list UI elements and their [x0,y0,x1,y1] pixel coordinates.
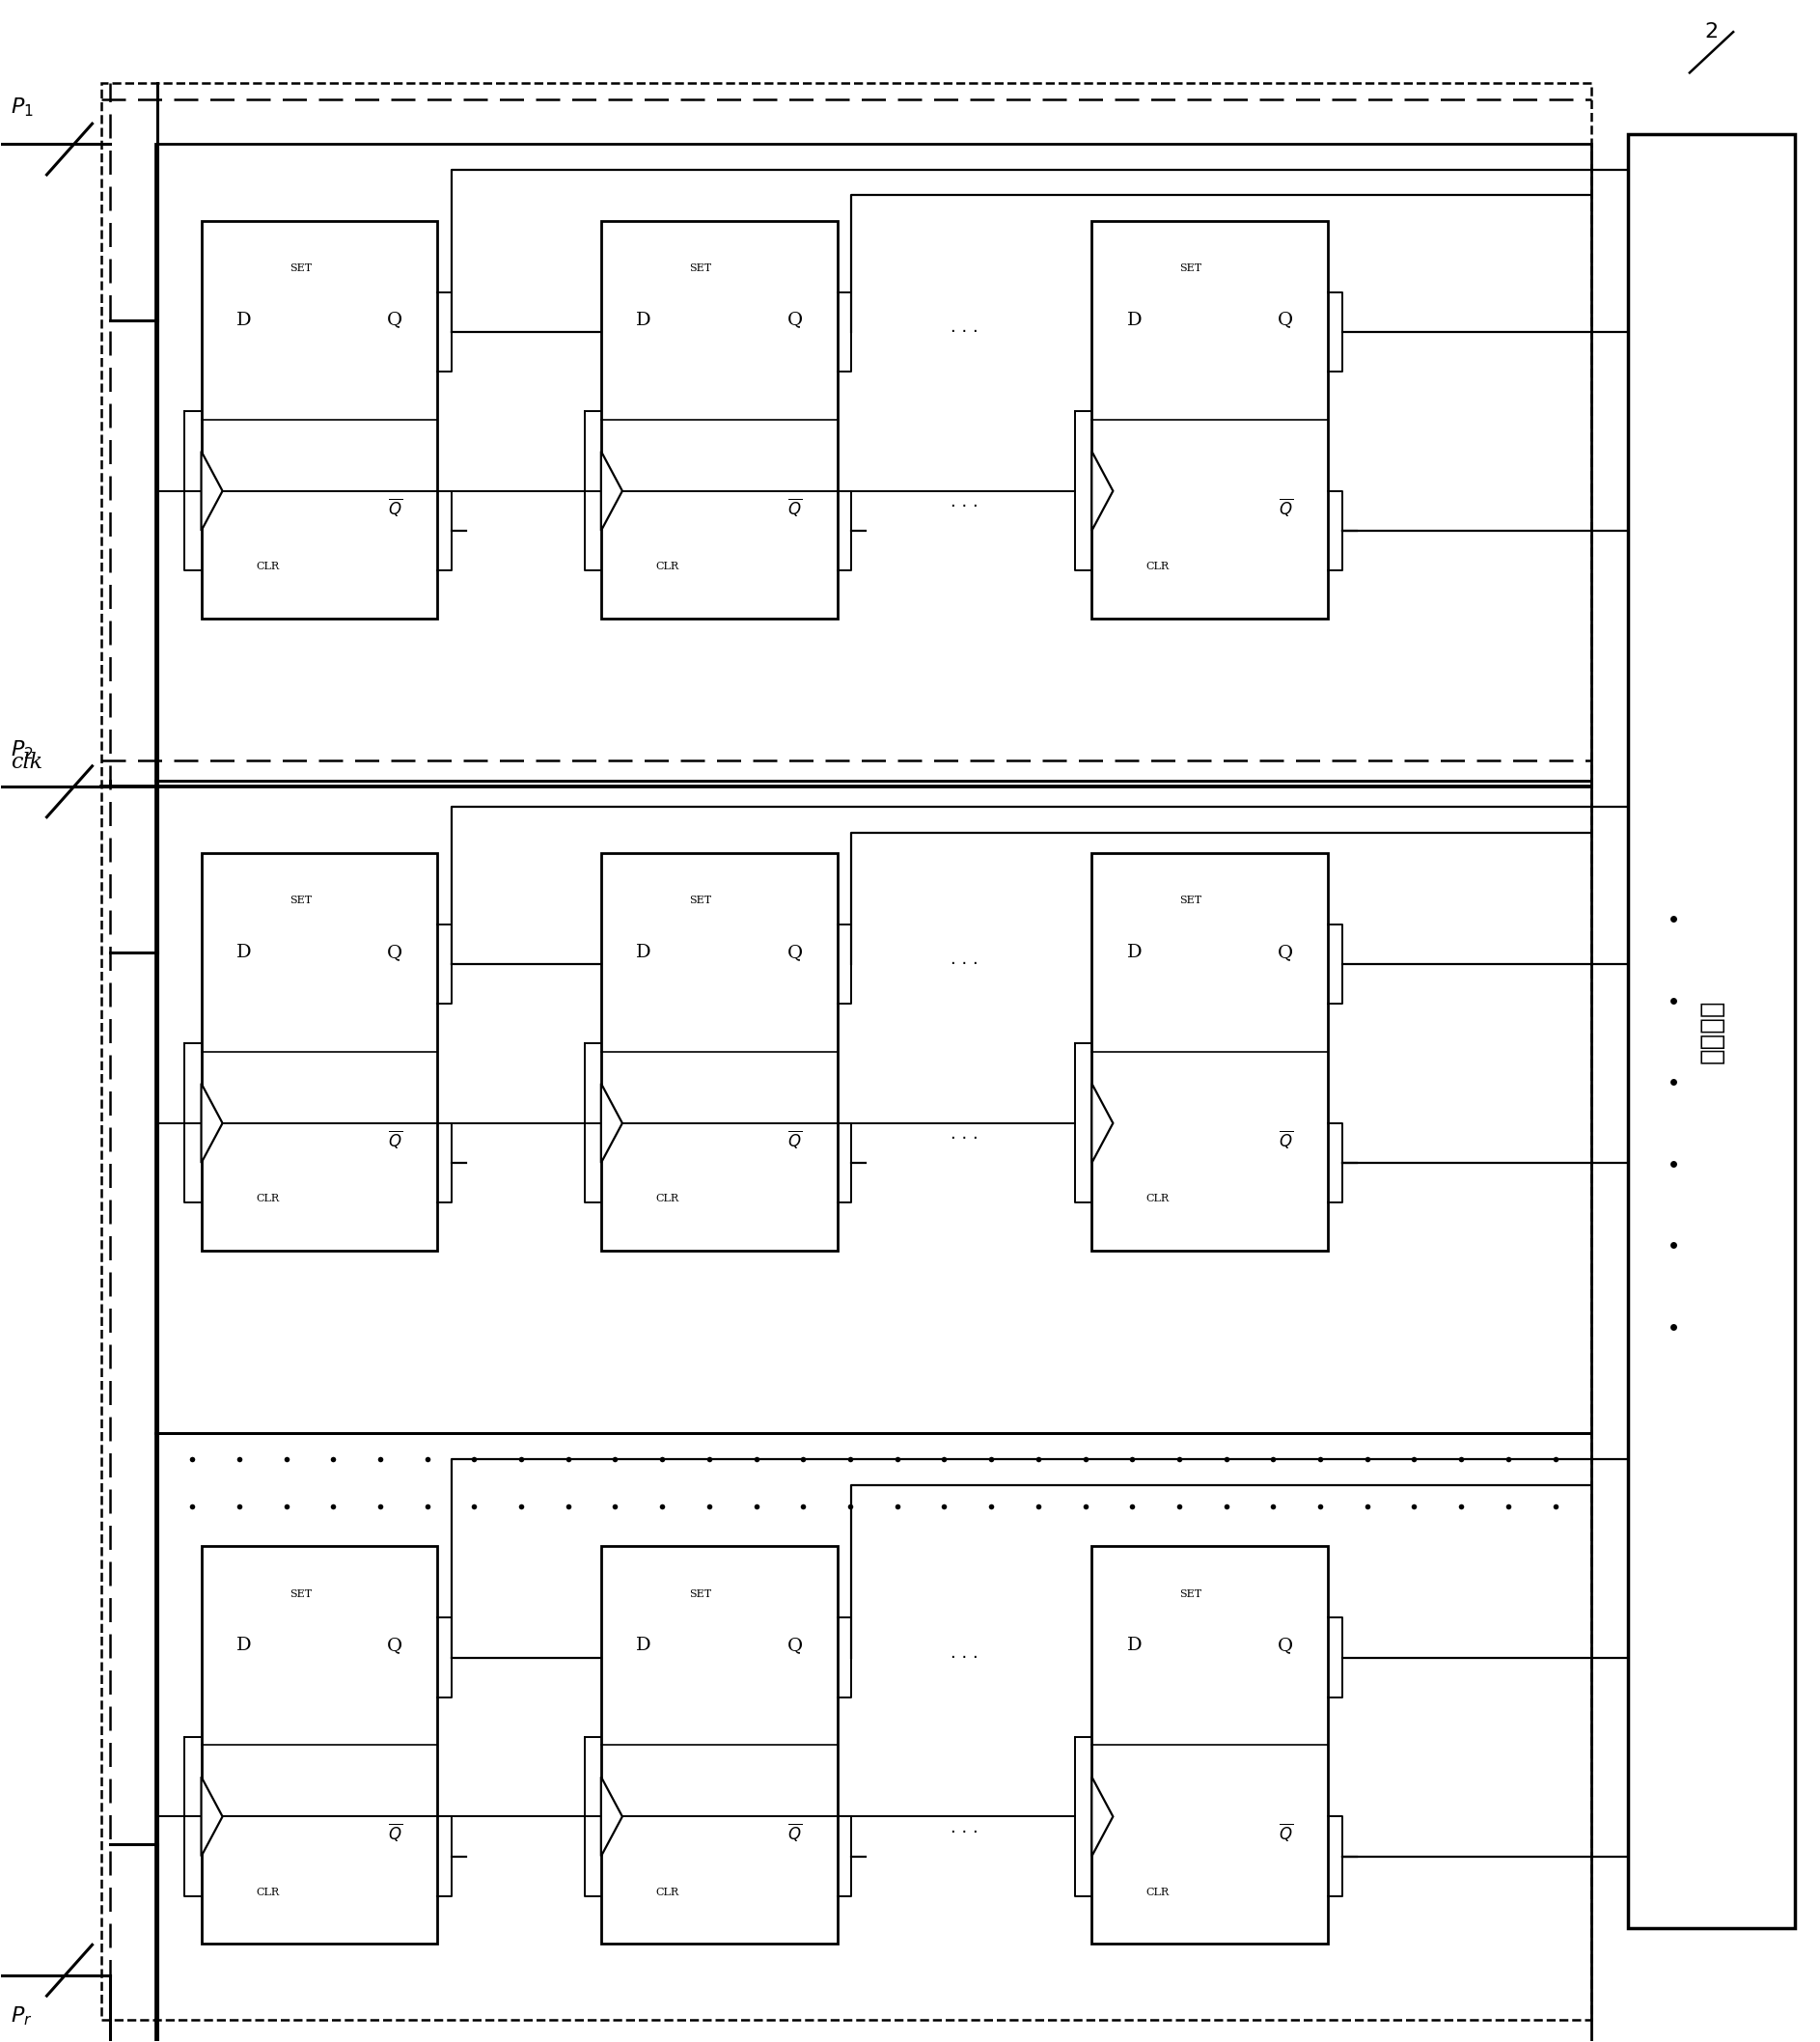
Text: $P_2$: $P_2$ [11,739,33,762]
Text: D: D [237,310,251,329]
Text: SET: SET [1179,896,1203,905]
Text: CLR: CLR [257,1887,278,1897]
Text: Q: Q [786,310,803,329]
Text: · · ·: · · · [950,1824,979,1842]
Text: 译码单元: 译码单元 [1698,999,1725,1064]
Text: Q: Q [388,310,402,329]
Bar [202,1546,437,1944]
Polygon shape [1092,451,1114,531]
Text: Q: Q [388,1638,402,1654]
Text: · · ·: · · · [950,1648,979,1666]
Polygon shape [1092,1084,1114,1164]
Text: SET: SET [1179,1589,1203,1599]
Bar [157,780,1591,1433]
Bar [1627,135,1795,1928]
Text: D: D [1127,310,1141,329]
Text: $P_1$: $P_1$ [11,96,33,118]
Text: CLR: CLR [1147,1887,1170,1897]
Text: $\overline{Q}$: $\overline{Q}$ [388,1127,402,1150]
Bar [1092,854,1329,1250]
Text: CLR: CLR [257,562,278,572]
Bar [601,221,837,619]
Text: Q: Q [388,943,402,962]
Text: $\overline{Q}$: $\overline{Q}$ [388,496,402,519]
Polygon shape [202,1777,222,1856]
Polygon shape [601,1084,622,1164]
Polygon shape [202,451,222,531]
Text: $\overline{Q}$: $\overline{Q}$ [1278,496,1292,519]
Text: SET: SET [690,263,712,274]
Text: $\overline{Q}$: $\overline{Q}$ [388,1821,402,1844]
Polygon shape [601,1777,622,1856]
Text: $\overline{Q}$: $\overline{Q}$ [788,1821,803,1844]
Text: SET: SET [289,896,311,905]
Polygon shape [202,1084,222,1164]
Text: D: D [237,943,251,962]
Text: · · ·: · · · [950,956,979,972]
Text: Q: Q [786,1638,803,1654]
Text: CLR: CLR [1147,1195,1170,1203]
Bar [1092,221,1329,619]
Text: Q: Q [1278,1638,1294,1654]
Text: $\overline{Q}$: $\overline{Q}$ [1278,1127,1292,1150]
Text: D: D [1127,943,1141,962]
Bar [102,84,1591,2020]
Text: SET: SET [289,1589,311,1599]
Text: D: D [635,310,652,329]
Text: CLR: CLR [655,562,679,572]
Text: CLR: CLR [1147,562,1170,572]
Text: SET: SET [289,263,311,274]
Bar [1092,1546,1329,1944]
Text: SET: SET [1179,263,1203,274]
Text: · · ·: · · · [950,498,979,515]
Text: clk: clk [11,751,42,772]
Polygon shape [601,451,622,531]
Text: CLR: CLR [257,1195,278,1203]
Text: Q: Q [786,943,803,962]
Text: SET: SET [690,1589,712,1599]
Text: $\overline{Q}$: $\overline{Q}$ [788,1127,803,1150]
Text: D: D [1127,1638,1141,1654]
Text: $P_r$: $P_r$ [11,2005,33,2028]
Bar [157,1433,1591,2042]
Bar [202,221,437,619]
Text: D: D [635,943,652,962]
Text: CLR: CLR [655,1195,679,1203]
Text: Q: Q [1278,943,1294,962]
Bar [202,854,437,1250]
Text: CLR: CLR [655,1887,679,1897]
Text: D: D [635,1638,652,1654]
Text: · · ·: · · · [950,1131,979,1148]
Polygon shape [1092,1777,1114,1856]
Text: Q: Q [1278,310,1294,329]
Text: $\overline{Q}$: $\overline{Q}$ [1278,1821,1292,1844]
Text: 2: 2 [1705,22,1718,41]
Text: $\overline{Q}$: $\overline{Q}$ [788,496,803,519]
Text: D: D [237,1638,251,1654]
Text: SET: SET [690,896,712,905]
Text: · · ·: · · · [950,323,979,341]
Bar [601,854,837,1250]
Bar [157,145,1591,780]
Bar [601,1546,837,1944]
